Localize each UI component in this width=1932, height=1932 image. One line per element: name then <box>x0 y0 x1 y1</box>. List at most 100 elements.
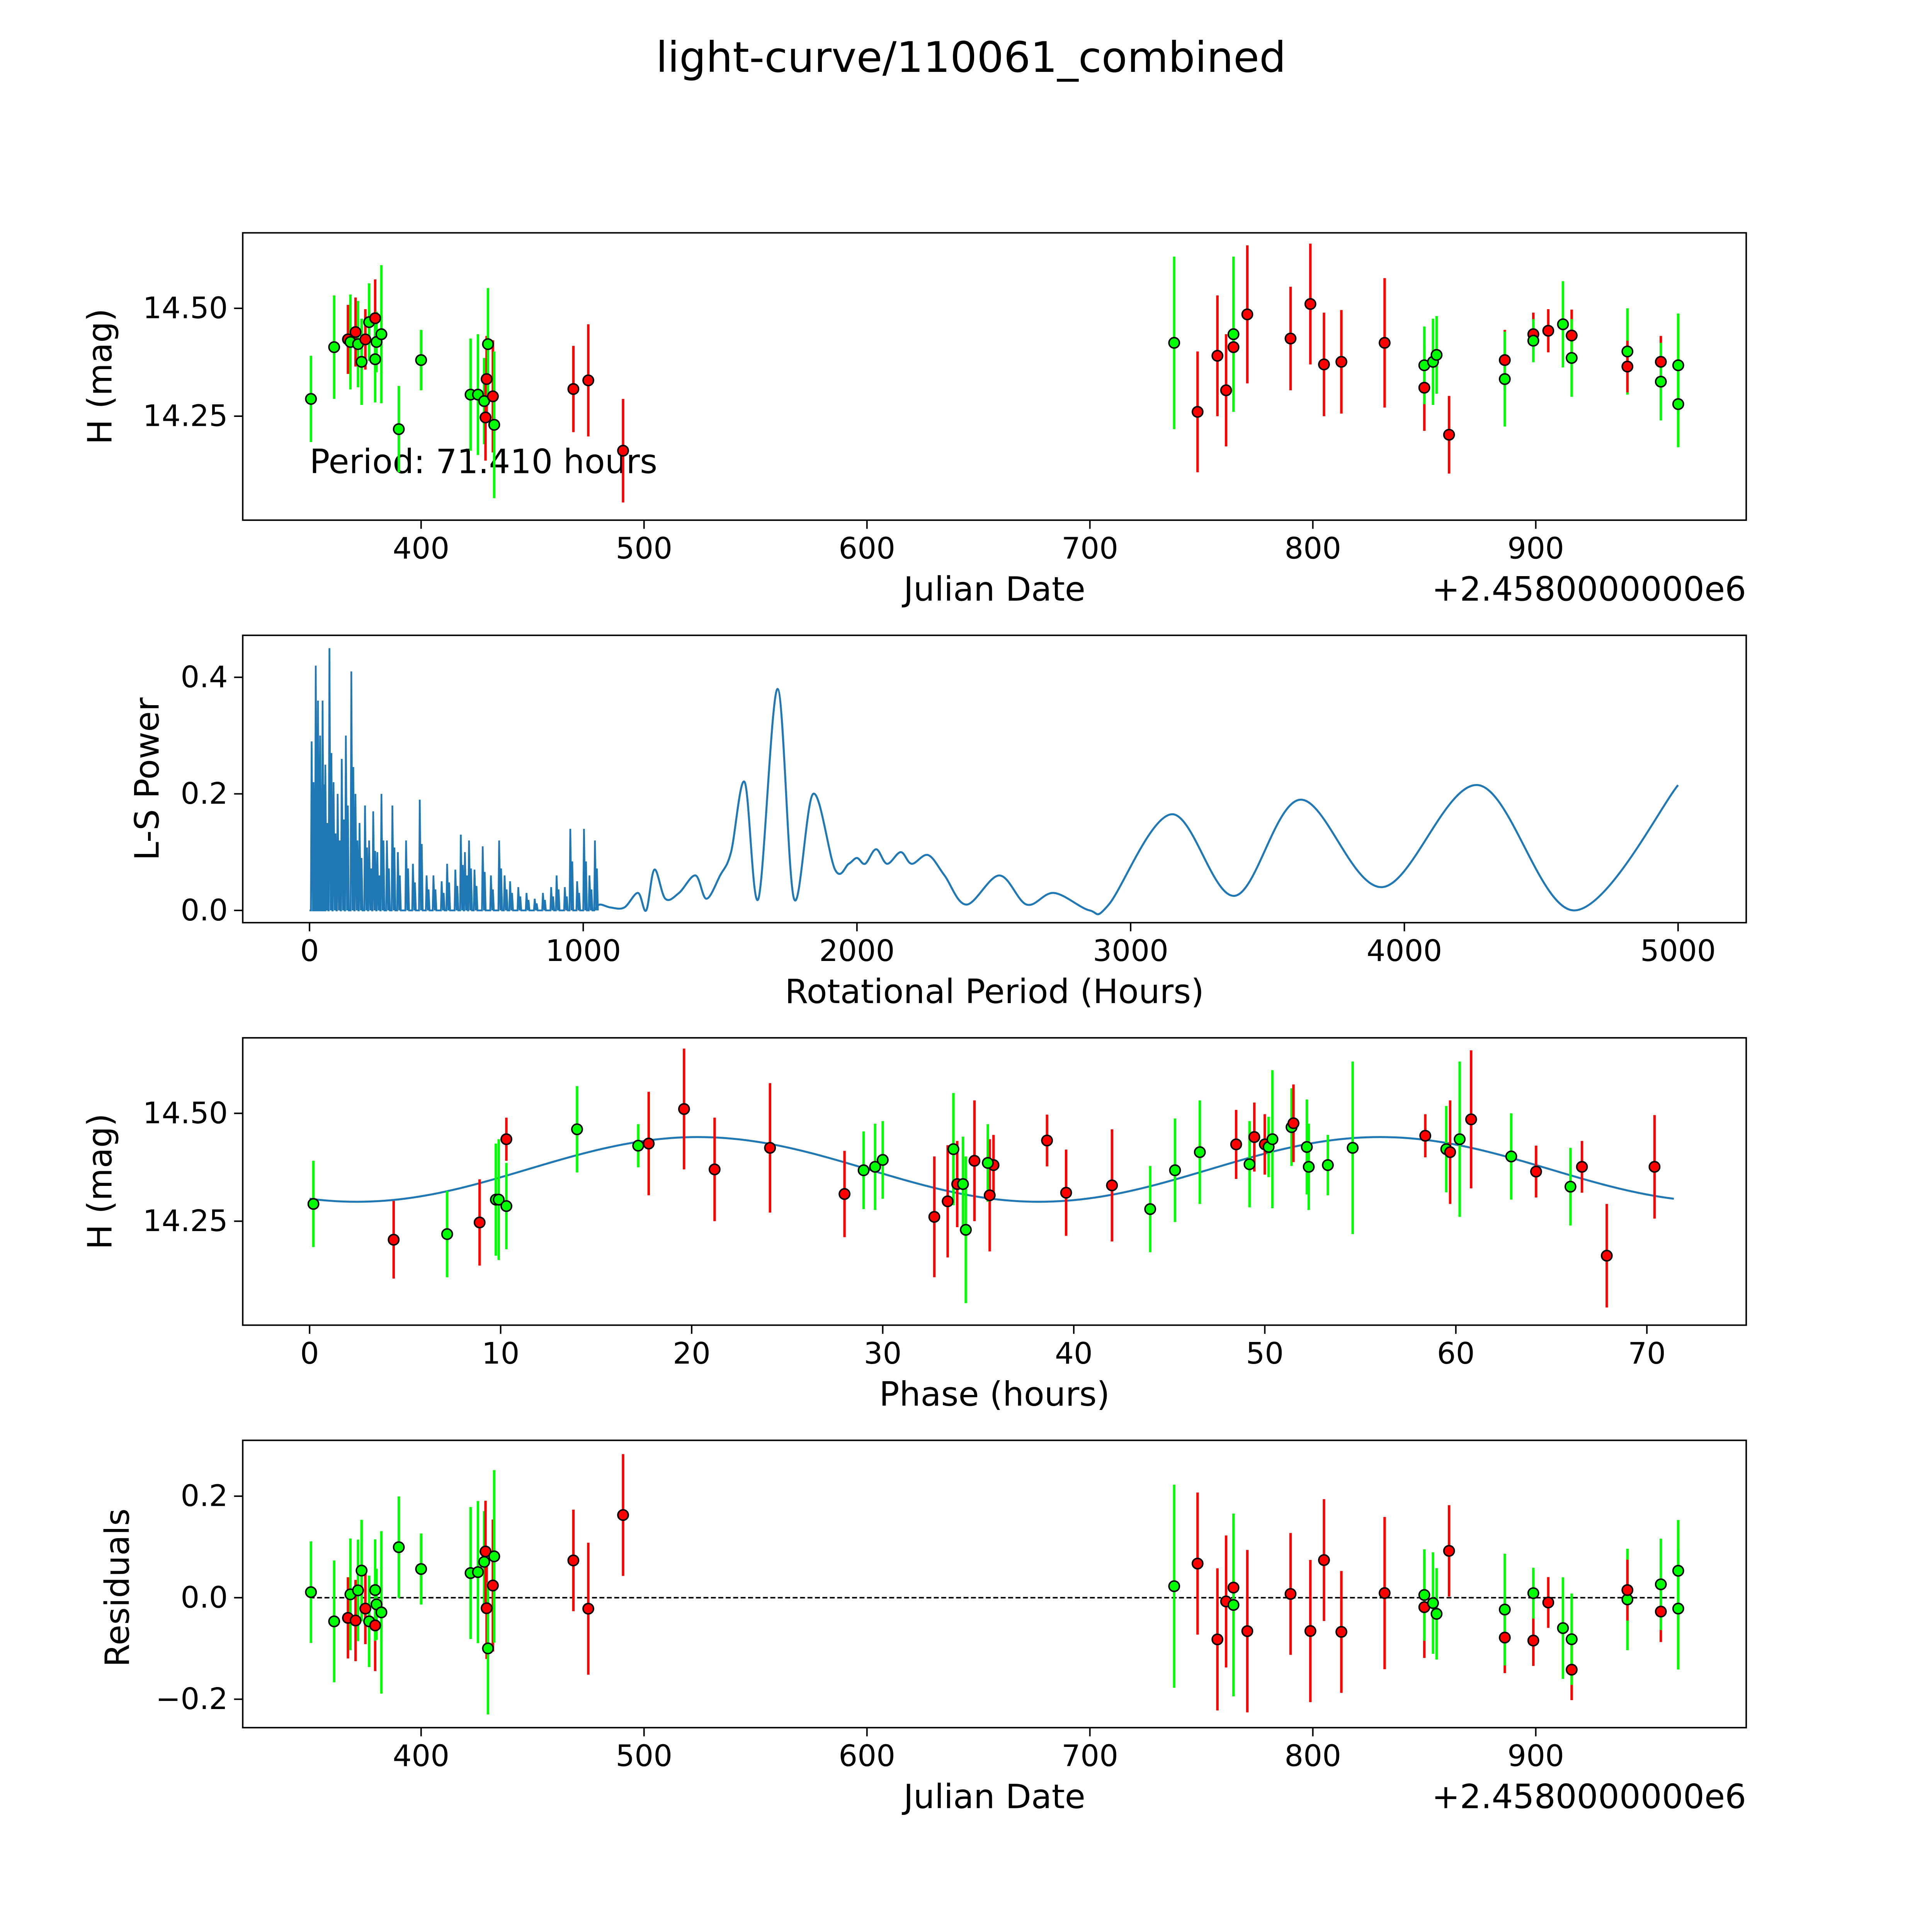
periodogram-xlabel: Rotational Period (Hours) <box>785 973 1204 1011</box>
lightcurve-point <box>567 383 580 395</box>
lightcurve-point <box>1191 406 1204 418</box>
lightcurve-point <box>1168 337 1180 349</box>
phased-point <box>1303 1161 1315 1173</box>
phased-point <box>1266 1133 1279 1145</box>
y-tick-label: −0.2 <box>156 1682 228 1716</box>
lightcurve-point <box>481 373 493 385</box>
phased-point <box>1322 1159 1334 1171</box>
residual-point <box>582 1602 594 1615</box>
lightcurve-point <box>617 445 629 457</box>
periodogram-panel: Rotational Period (Hours) L-S Power 0 100… <box>128 634 1747 1011</box>
phased-point <box>709 1163 721 1175</box>
residual-point <box>375 1606 388 1619</box>
lightcurve-point <box>1498 354 1511 366</box>
figure-title: light-curve/110061_combined <box>656 33 1286 82</box>
phased-point <box>1530 1165 1542 1178</box>
residual-point <box>369 1619 381 1631</box>
phased-point <box>1444 1146 1456 1158</box>
phased-point <box>857 1164 870 1177</box>
y-tick-label: 14.25 <box>143 399 228 434</box>
phased-point <box>632 1139 645 1152</box>
lightcurve-point <box>480 412 492 423</box>
residual-point <box>1527 1587 1539 1599</box>
lightcurve-point <box>359 333 371 345</box>
residual-point <box>355 1565 368 1577</box>
lightcurve-point <box>1566 329 1578 342</box>
residuals-x-offset: +2.4580000000e6 <box>1432 1777 1746 1816</box>
lightcurve-point <box>1227 328 1240 340</box>
residual-point <box>1655 1578 1667 1590</box>
residual-point <box>369 1584 381 1596</box>
phased-point <box>643 1138 655 1150</box>
phased-point <box>441 1228 453 1240</box>
lightcurve-point <box>1335 356 1347 368</box>
lightcurve-point <box>415 354 427 366</box>
residuals-xlabel: Julian Date <box>901 1777 1085 1816</box>
lightcurve-panel: Period: 71.410 hours Julian Date +2.4580… <box>81 232 1747 609</box>
residual-point <box>1241 1625 1253 1637</box>
residual-point <box>1566 1663 1578 1676</box>
lightcurve-point <box>1304 298 1316 310</box>
periodogram-smooth-line <box>593 688 1679 915</box>
x-tick-label: 60 <box>1437 1337 1475 1371</box>
phased-point <box>877 1154 889 1166</box>
x-tick-label: 4000 <box>1367 934 1442 968</box>
y-tick-label: 14.50 <box>143 291 228 326</box>
y-tick-label: 0.2 <box>180 1479 228 1514</box>
residuals-ylabel: Residuals <box>98 1509 137 1667</box>
lightcurve-point <box>1220 384 1232 396</box>
y-tick-label: 0.2 <box>180 777 228 811</box>
phased-point <box>1465 1113 1477 1126</box>
phased-point <box>500 1200 512 1212</box>
phased-point <box>1648 1161 1661 1173</box>
lightcurve-point <box>369 353 381 366</box>
residual-point <box>1284 1588 1297 1600</box>
phased-point <box>869 1161 881 1173</box>
lightcurve-point <box>1211 350 1224 362</box>
phased-xlabel: Phase (hours) <box>879 1375 1110 1414</box>
lightcurve-point <box>1672 359 1684 371</box>
residual-point <box>1191 1558 1204 1570</box>
x-tick-label: 5000 <box>1640 934 1716 968</box>
residual-point <box>393 1541 405 1553</box>
residual-point <box>415 1563 427 1575</box>
axes-frame <box>242 634 1747 923</box>
phased-point <box>1505 1150 1517 1163</box>
residual-point <box>1542 1596 1554 1609</box>
lightcurve-point <box>488 419 500 431</box>
residual-point <box>1418 1589 1430 1601</box>
phased-point <box>947 1143 959 1155</box>
residual-point <box>1227 1599 1240 1611</box>
x-tick-label: 40 <box>1055 1337 1093 1371</box>
lightcurve-point <box>1557 318 1569 330</box>
lightcurve-point <box>328 341 340 353</box>
lightcurve-point <box>482 338 494 350</box>
residual-point <box>359 1602 371 1615</box>
axes-frame <box>242 1439 1747 1729</box>
x-tick-label: 500 <box>616 1739 672 1774</box>
lightcurve-point <box>1655 356 1667 368</box>
lightcurve-point <box>1418 382 1430 394</box>
x-tick-label: 600 <box>838 1739 895 1774</box>
residual-point <box>1443 1545 1455 1557</box>
x-tick-label: 400 <box>393 1739 449 1774</box>
lightcurve-point <box>582 374 594 386</box>
residual-point <box>1335 1626 1347 1638</box>
x-tick-label: 500 <box>616 532 672 566</box>
residual-point <box>1498 1631 1511 1644</box>
lightcurve-point <box>487 390 499 403</box>
phased-point <box>1243 1158 1256 1170</box>
x-tick-label: 1000 <box>546 934 621 968</box>
phased-point <box>500 1133 512 1145</box>
residual-point <box>1304 1625 1316 1637</box>
residual-point <box>1621 1584 1634 1596</box>
phased-point <box>983 1189 996 1201</box>
lightcurve-point <box>1621 345 1634 357</box>
residual-point <box>1430 1608 1443 1620</box>
phased-point <box>388 1234 400 1246</box>
lightcurve-point <box>349 326 362 338</box>
lightcurve-point <box>1318 358 1330 371</box>
lightcurve-point <box>1443 429 1455 441</box>
